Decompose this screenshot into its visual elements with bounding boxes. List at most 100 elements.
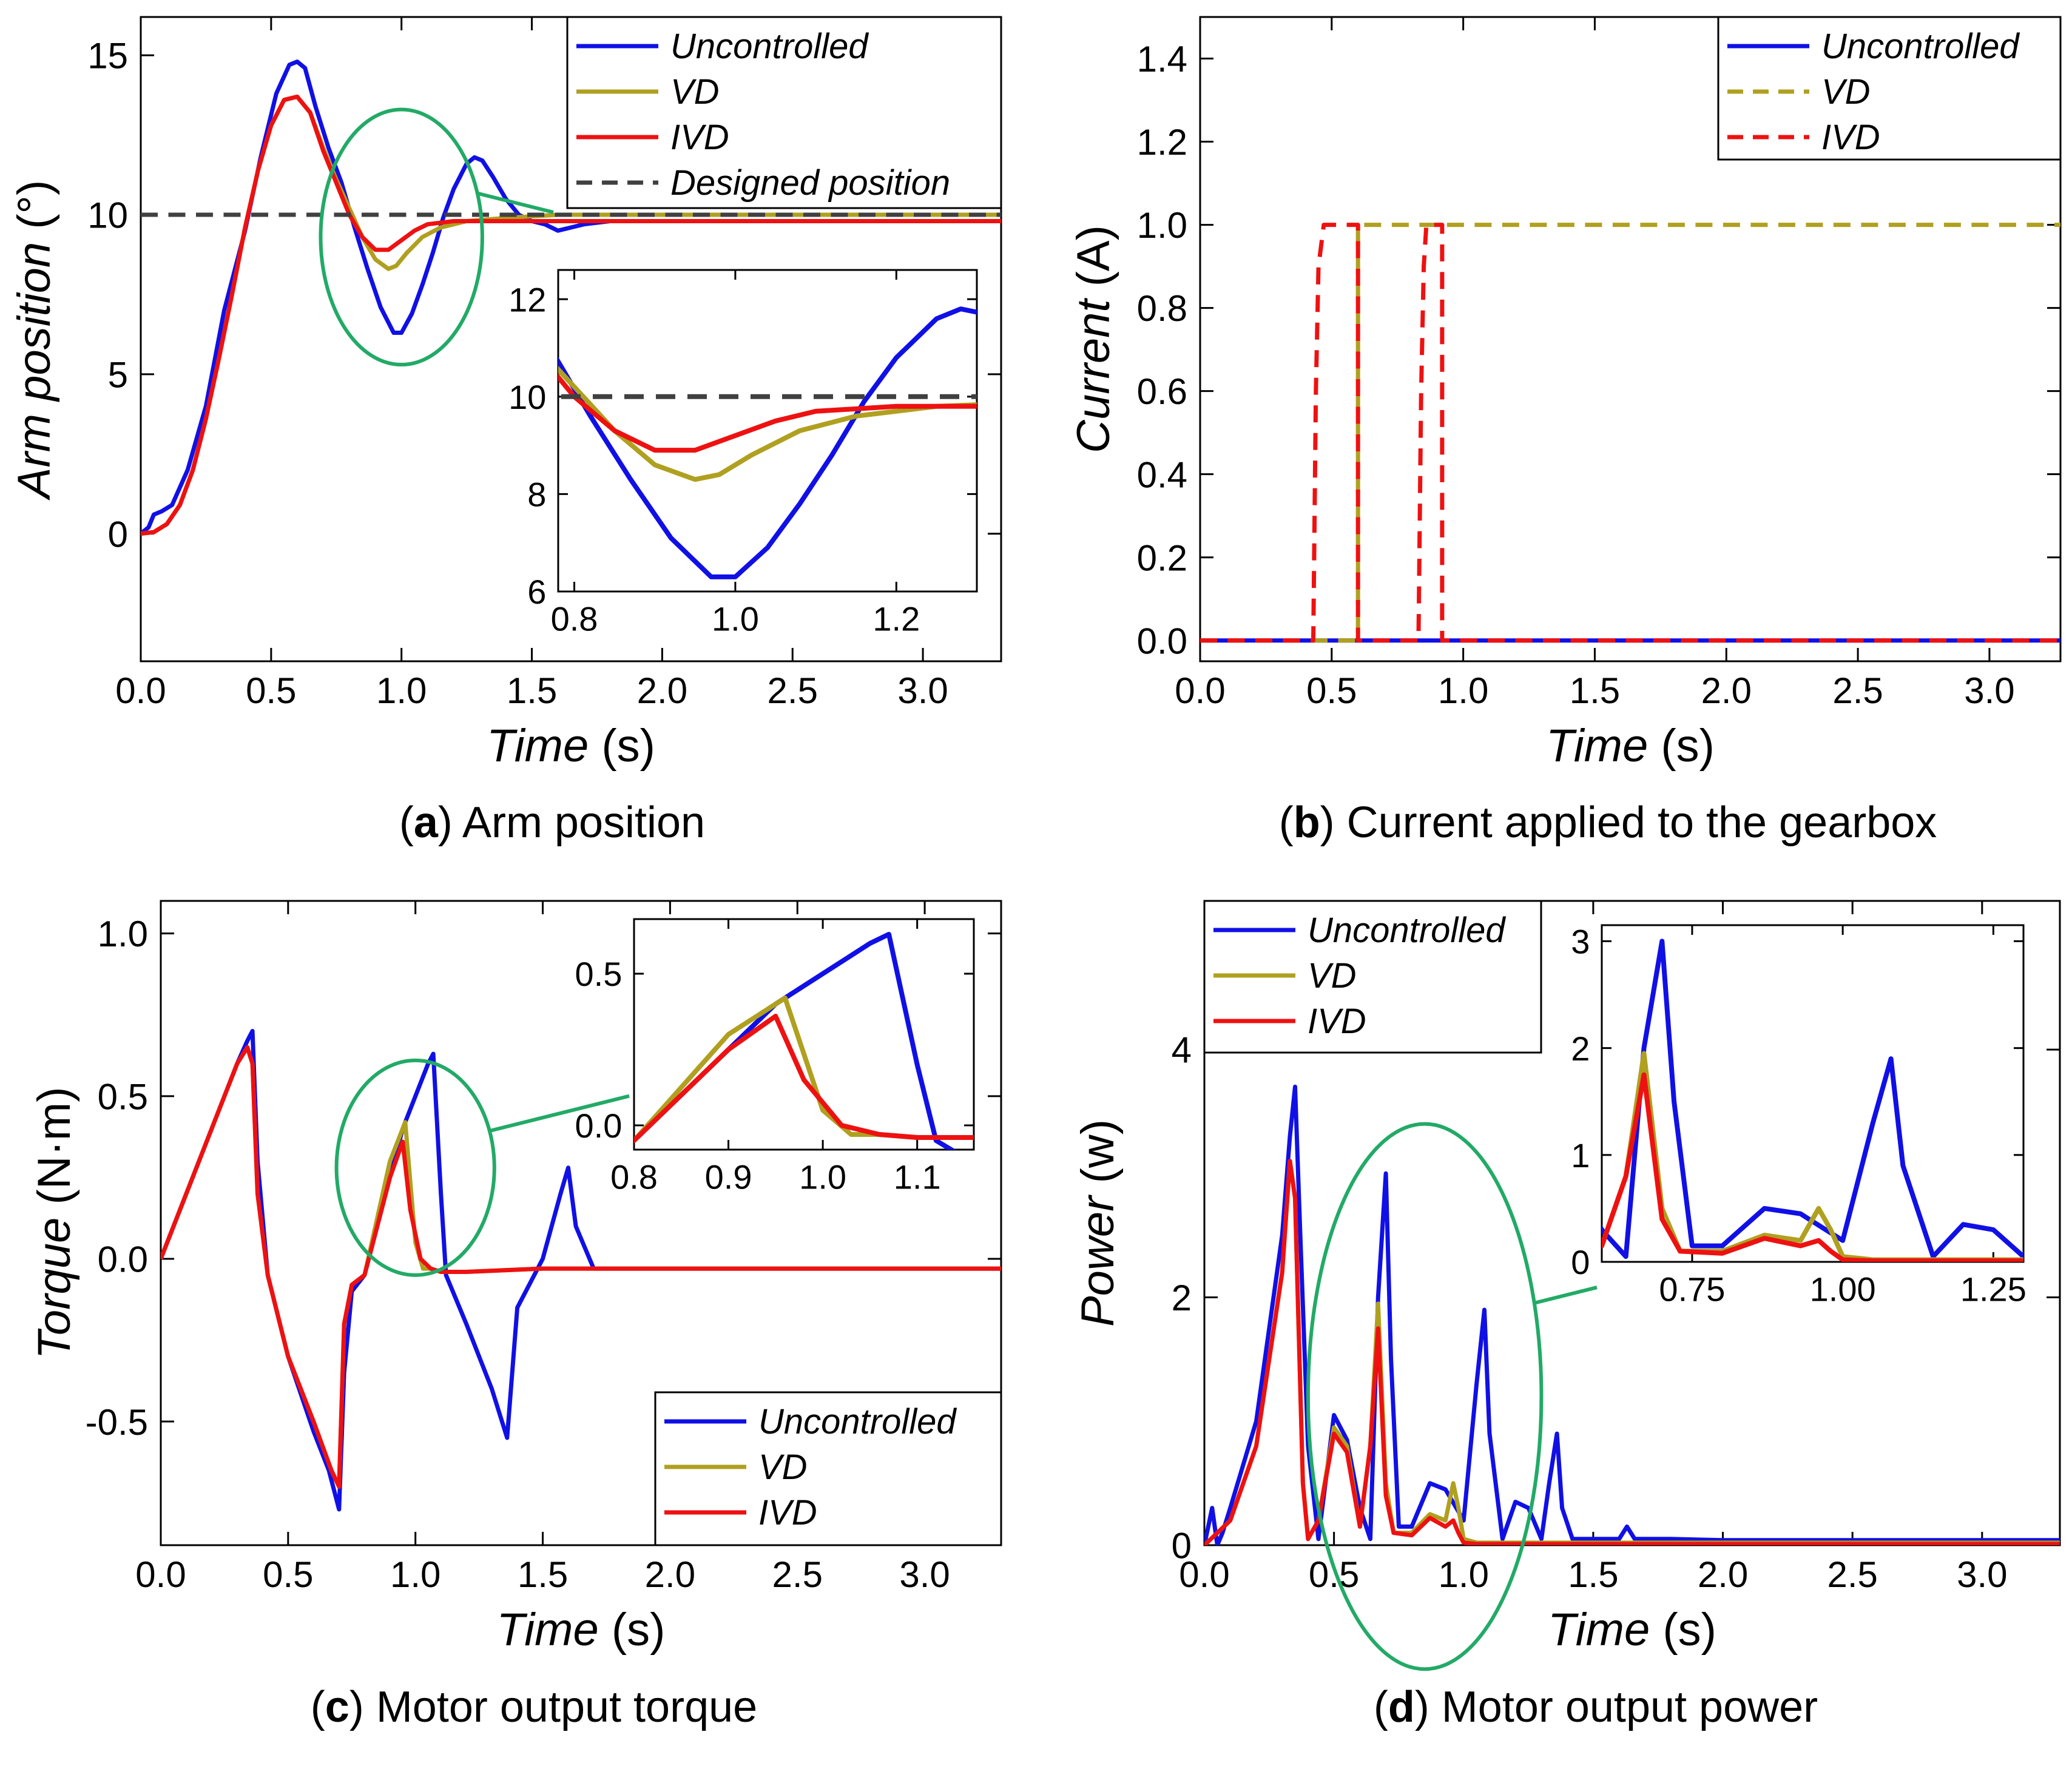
y-tick-label: 0.8 <box>1137 288 1187 329</box>
legend-b: Uncontrolled VD IVD <box>1717 16 2062 161</box>
y-axis-label: Current (A) <box>1068 225 1119 453</box>
y-tick-label: -0.5 <box>86 1402 148 1443</box>
x-axis-label-name: Time <box>487 720 589 772</box>
y-tick-label: 0.2 <box>1137 538 1187 578</box>
x-axis-label: Time (s) <box>497 1604 666 1656</box>
x-tick-label: 2.5 <box>772 1554 823 1595</box>
y-axis-label-unit: (°) <box>8 180 60 242</box>
caption-label: a <box>414 798 439 847</box>
x-tick-label: 1.0 <box>1438 670 1488 711</box>
caption-paren-open: ( <box>399 798 414 847</box>
caption-paren-close: ) <box>349 1683 364 1731</box>
series-uncontrolled <box>141 59 1001 536</box>
legend-label: Uncontrolled <box>670 27 869 66</box>
y-tick-label: 0 <box>108 514 128 554</box>
x-tick-label: 1.5 <box>1570 670 1620 711</box>
y-axis-label-unit: (N·m) <box>29 1087 80 1217</box>
x-tick-label: 1.0 <box>376 670 427 711</box>
legend-label: Designed position <box>670 163 950 203</box>
x-tick-label: 0.0 <box>135 1554 186 1595</box>
zoom-highlight-ellipse <box>319 107 484 367</box>
caption-paren-close: ) <box>1320 798 1335 847</box>
x-tick-label: 3.0 <box>899 1554 950 1595</box>
legend-label: IVD <box>670 118 729 157</box>
y-tick-label: 3 <box>1571 923 1590 961</box>
x-axis-label-unit: (s) <box>1650 1604 1716 1656</box>
panel-b: 0.0 0.5 1.0 1.5 2.0 2.5 3.0 0.0 0.2 0.4 0.6 0.8 1.0 1… <box>1068 16 2062 847</box>
x-tick-label: 1.1 <box>894 1158 941 1196</box>
x-tick-label: 2.0 <box>645 1554 695 1595</box>
x-tick-label: 2.0 <box>1701 670 1752 711</box>
y-tick-label: 1.2 <box>1137 122 1187 163</box>
x-tick-label: 1.2 <box>872 599 920 638</box>
series-ivd <box>141 94 1001 536</box>
y-tick-label: 0.6 <box>1137 371 1187 412</box>
panel-d: 0.0 0.5 1.0 1.5 2.0 2.5 3.0 0 2 4 Time (s) Power (w… <box>1072 900 2061 1731</box>
y-axis-label: Arm position (°) <box>8 180 60 501</box>
caption-paren-open: ( <box>1279 798 1294 847</box>
y-axis-label: Torque (N·m) <box>29 1087 80 1359</box>
x-tick-label: 0.5 <box>263 1554 313 1595</box>
series-uncontrolled <box>558 306 977 579</box>
zoom-connector <box>1534 1286 1598 1305</box>
x-tick-label: 2.5 <box>1827 1554 1877 1595</box>
x-tick-label: 1.5 <box>1568 1554 1618 1595</box>
y-axis-label-name: Arm position <box>8 242 60 500</box>
caption-text: Current applied to the gearbox <box>1335 798 1937 847</box>
x-tick-label: 2.5 <box>1832 670 1883 711</box>
y-tick-label: 2 <box>1571 1030 1590 1068</box>
y-tick-label: 4 <box>1172 1030 1192 1071</box>
x-tick-label: 0.9 <box>705 1158 752 1196</box>
inset-frame <box>557 269 978 593</box>
caption-label: d <box>1388 1683 1415 1731</box>
caption-text: Arm position <box>453 798 705 847</box>
series-ivd <box>1200 223 2060 643</box>
x-tick-label: 3.0 <box>1964 670 2014 711</box>
y-tick-label: 1 <box>1571 1136 1590 1175</box>
zoom-highlight-ellipse <box>1306 1122 1544 1671</box>
zoom-highlight-ellipse <box>334 1058 496 1277</box>
y-axis-label: Power (w) <box>1072 1119 1124 1327</box>
x-tick-label: 2.0 <box>1698 1554 1748 1595</box>
x-tick-label: 1.25 <box>1960 1270 2026 1308</box>
legend-c: Uncontrolled VD IVD <box>654 1391 1002 1546</box>
x-axis-label-unit: (s) <box>589 720 655 772</box>
x-tick-label: 0.5 <box>1306 670 1357 711</box>
caption-text: Motor output torque <box>364 1683 757 1731</box>
caption-text: Motor output power <box>1429 1683 1818 1731</box>
x-tick-label: 0.5 <box>1309 1554 1359 1595</box>
caption-paren-open: ( <box>311 1683 325 1731</box>
x-tick-label: 1.0 <box>712 599 759 638</box>
legend-box <box>1717 16 2062 161</box>
x-axis-label-unit: (s) <box>599 1604 666 1656</box>
legend-label: IVD <box>758 1493 817 1532</box>
x-tick-label: 1.00 <box>1810 1270 1876 1308</box>
y-tick-label: 1.4 <box>1137 39 1187 79</box>
legend-label: Uncontrolled <box>1821 27 2020 66</box>
y-tick-label: 2 <box>1172 1278 1192 1318</box>
y-tick-label: 6 <box>527 573 546 611</box>
y-tick-label: 0.0 <box>575 1107 623 1145</box>
x-tick-label: 1.0 <box>1439 1554 1489 1595</box>
panel-a: 0.0 0.5 1.0 1.5 2.0 2.5 3.0 0 5 10 15 Time (s) Arm p… <box>8 16 1002 847</box>
caption-paren-close: ) <box>438 798 453 847</box>
x-axis-label-name: Time <box>1548 1604 1650 1656</box>
zoom-connector <box>477 191 554 214</box>
legend-label: Uncontrolled <box>758 1402 957 1441</box>
x-tick-label: 0.8 <box>610 1158 658 1196</box>
panel-c: 0.0 0.5 1.0 1.5 2.0 2.5 3.0 -0.5 0.0 0.5 1.0 Time (… <box>29 900 1002 1731</box>
x-axis-label: Time (s) <box>1548 1604 1716 1656</box>
caption-paren-close: ) <box>1415 1683 1429 1731</box>
y-tick-label: 12 <box>508 280 546 318</box>
caption-b: (b) Current applied to the gearbox <box>1279 798 1937 847</box>
legend-a: Uncontrolled VD IVD Designed position <box>566 16 1002 209</box>
legend-label: VD <box>758 1448 808 1487</box>
series-uncontrolled <box>1204 1084 2060 1545</box>
caption-paren-open: ( <box>1374 1683 1388 1731</box>
legend-label: VD <box>670 72 720 112</box>
x-tick-label: 0.0 <box>1175 670 1225 711</box>
y-tick-label: 10 <box>508 378 546 416</box>
y-tick-label: 0.5 <box>98 1076 148 1117</box>
legend-box <box>566 16 1002 209</box>
y-tick-label: 1.0 <box>1137 205 1187 246</box>
